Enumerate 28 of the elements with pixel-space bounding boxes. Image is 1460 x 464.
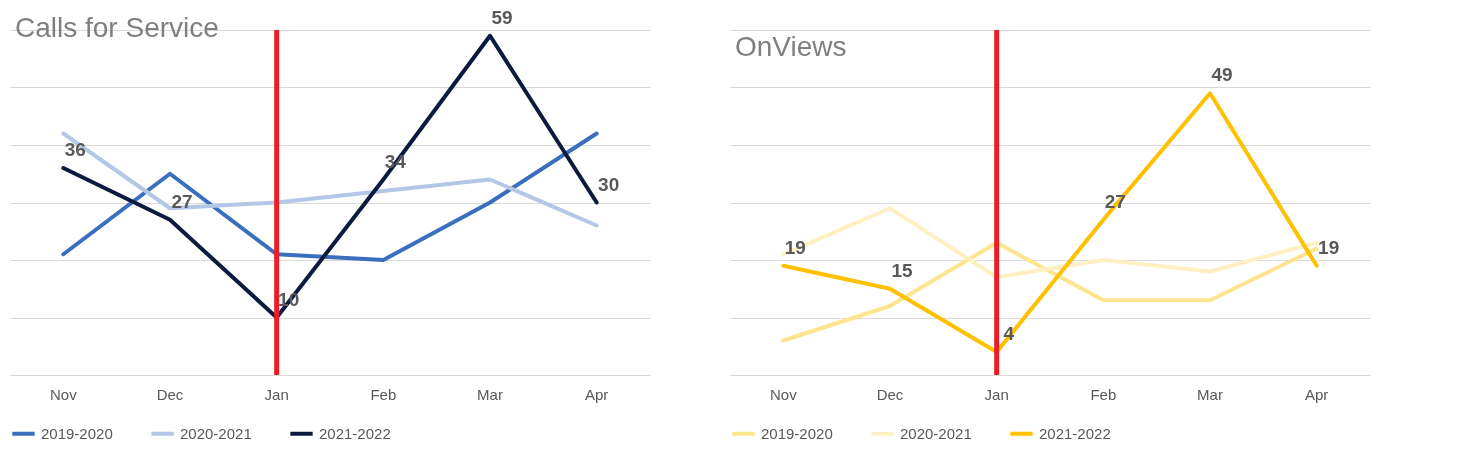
- x-tick-label: Dec: [876, 385, 904, 403]
- legend-label: 2019-2020: [41, 424, 113, 442]
- data-label: 49: [1211, 64, 1233, 86]
- legend-label: 2020-2021: [900, 424, 972, 442]
- x-tick-label: Jan: [984, 385, 1009, 403]
- chart-title: Calls for Service: [15, 11, 219, 43]
- chart-title: OnViews: [735, 30, 847, 62]
- legend-label: 2019-2020: [761, 424, 833, 442]
- x-tick-label: Nov: [769, 385, 798, 403]
- data-label: 15: [891, 259, 913, 281]
- data-label: 19: [1318, 236, 1340, 258]
- x-tick-label: Apr: [1304, 385, 1329, 403]
- x-tick-label: Dec: [156, 385, 184, 403]
- x-tick-label: Mar: [477, 385, 503, 403]
- data-label: 36: [64, 139, 86, 160]
- legend-label: 2021-2022: [1039, 424, 1111, 442]
- x-tick-label: Mar: [1197, 385, 1223, 403]
- x-tick-label: Feb: [370, 385, 397, 403]
- x-tick-label: Feb: [1090, 385, 1117, 403]
- x-tick-label: Jan: [264, 385, 289, 403]
- x-tick-label: Apr: [584, 385, 609, 403]
- legend-label: 2020-2021: [180, 424, 252, 442]
- data-label: 59: [491, 6, 513, 28]
- data-label: 27: [171, 190, 193, 212]
- data-label: 30: [598, 173, 620, 195]
- x-tick-label: Nov: [49, 385, 78, 403]
- legend-label: 2021-2022: [319, 424, 391, 442]
- data-label: 19: [784, 236, 806, 258]
